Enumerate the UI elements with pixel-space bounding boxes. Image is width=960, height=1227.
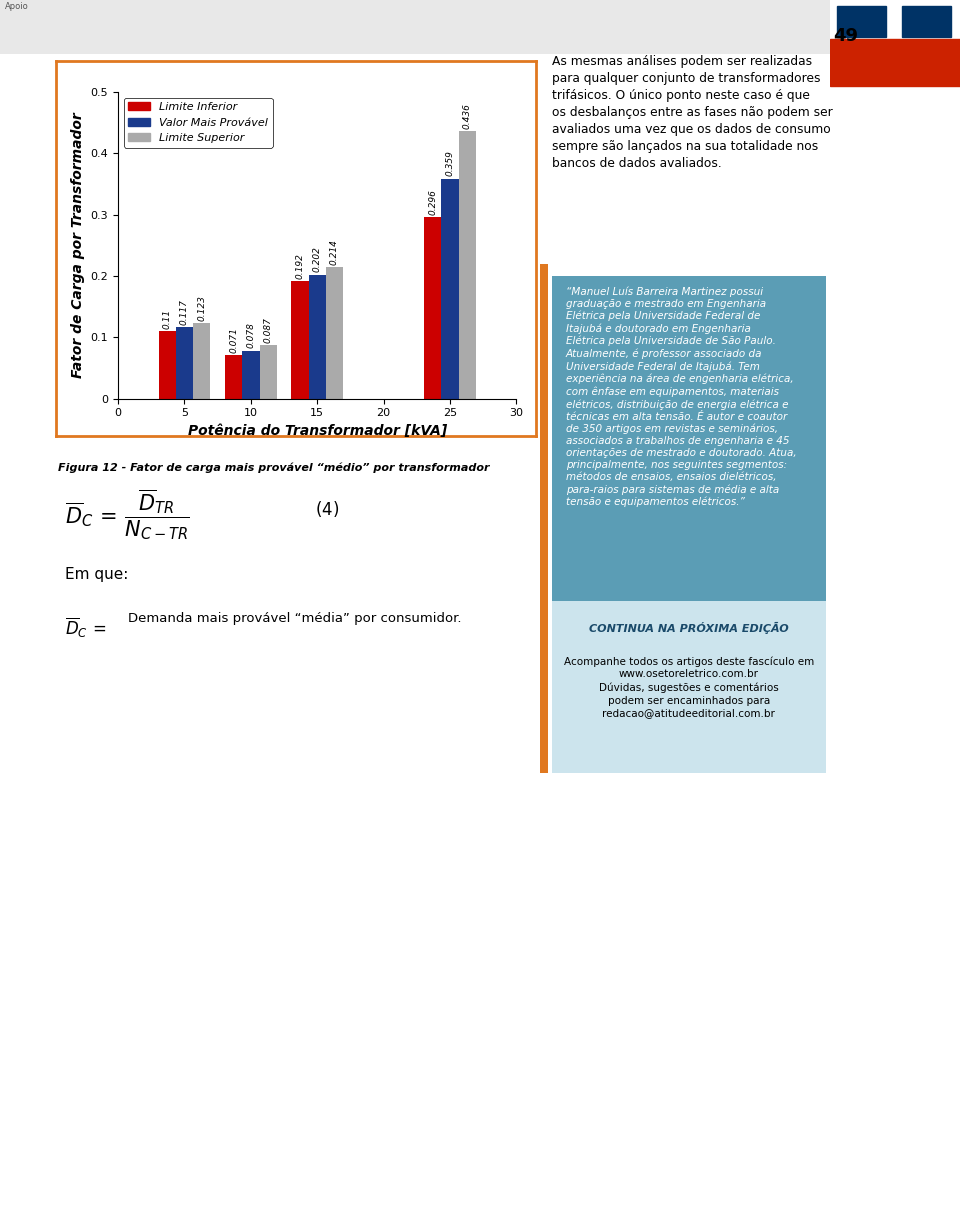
- Text: 0.123: 0.123: [197, 294, 206, 321]
- Text: $\overline{D}_C\,=\,\dfrac{\overline{D}_{TR}}{N_{C-TR}}$: $\overline{D}_C\,=\,\dfrac{\overline{D}_…: [65, 487, 190, 542]
- Text: Demanda mais provável “média” por consumidor.: Demanda mais provável “média” por consum…: [128, 612, 461, 626]
- Text: Em que:: Em que:: [65, 567, 129, 582]
- Text: 0.11: 0.11: [162, 309, 172, 329]
- Bar: [176, 328, 193, 399]
- Bar: [292, 281, 309, 399]
- Text: 0.214: 0.214: [330, 239, 339, 265]
- Bar: [242, 351, 259, 399]
- Text: 0.436: 0.436: [463, 103, 472, 129]
- Bar: [259, 346, 276, 399]
- Bar: [901, 6, 951, 37]
- Text: 0.296: 0.296: [428, 189, 438, 215]
- Text: 0.071: 0.071: [229, 326, 238, 353]
- Text: 0.192: 0.192: [296, 253, 304, 279]
- Text: Apoio: Apoio: [5, 2, 29, 11]
- Bar: [158, 331, 176, 399]
- Text: 0.087: 0.087: [264, 317, 273, 344]
- Text: As mesmas análises podem ser realizadas
para qualquer conjunto de transformadore: As mesmas análises podem ser realizadas …: [552, 55, 832, 171]
- Bar: [325, 267, 343, 399]
- Text: 0.359: 0.359: [445, 150, 455, 175]
- X-axis label: Potência do Transformador [kVA]: Potência do Transformador [kVA]: [187, 425, 447, 438]
- Bar: [837, 6, 886, 37]
- Text: 49: 49: [833, 27, 858, 45]
- Text: “Manuel Luís Barreira Martinez possui
graduação e mestrado em Engenharia
Elétric: “Manuel Luís Barreira Martinez possui gr…: [565, 286, 796, 508]
- Text: CONTINUA NA PRÓXIMA EDIÇÃO: CONTINUA NA PRÓXIMA EDIÇÃO: [588, 622, 789, 634]
- Text: 0.117: 0.117: [180, 298, 189, 324]
- Text: 0.202: 0.202: [313, 247, 322, 272]
- Bar: [193, 323, 210, 399]
- Text: Acompanhe todos os artigos deste fascículo em
www.osetoreletrico.com.br
Dúvidas,: Acompanhe todos os artigos deste fascícu…: [564, 656, 814, 719]
- Y-axis label: Fator de Carga por Transformador: Fator de Carga por Transformador: [71, 113, 85, 378]
- Text: 0.078: 0.078: [247, 323, 255, 348]
- Bar: [424, 217, 442, 399]
- Legend: Limite Inferior, Valor Mais Provável, Limite Superior: Limite Inferior, Valor Mais Provável, Li…: [124, 98, 273, 147]
- Bar: [830, 39, 960, 86]
- Bar: [459, 131, 476, 399]
- Text: $\overline{D}_C\,=$: $\overline{D}_C\,=$: [65, 616, 107, 640]
- Bar: [309, 275, 325, 399]
- Text: $(4)$: $(4)$: [315, 499, 339, 519]
- Text: Figura 12 - Fator de carga mais provável “médio” por transformador: Figura 12 - Fator de carga mais provável…: [58, 463, 489, 474]
- Bar: [225, 356, 242, 399]
- Bar: [442, 178, 459, 399]
